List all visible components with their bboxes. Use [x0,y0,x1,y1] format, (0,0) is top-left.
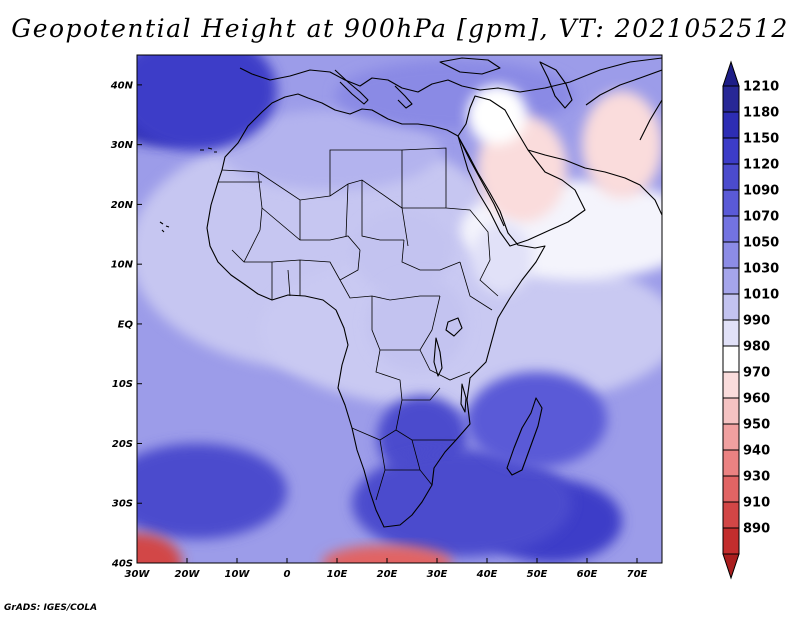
colorbar-swatch [722,319,740,347]
colorbar-swatch [722,163,740,191]
colorbar-label: 1030 [743,262,779,277]
lat-tick-label: 20S [112,439,133,450]
low-center-2 [467,84,527,145]
lon-tick-label: 70E [627,569,648,580]
high-center-1 [137,55,277,151]
colorbar-top-arrow [722,60,740,87]
colorbar-swatch [722,345,740,373]
colorbar-label: 1070 [743,210,779,225]
lat-tick-label: 40N [110,80,134,91]
colorbar-swatch [722,267,740,295]
colorbar-label: 910 [743,496,770,511]
lon-tick-label: 50E [527,569,548,580]
colorbar: 1210 1180 1150 1120 1090 1070 1050 1030 1010 990 9… [722,60,779,580]
colorbar-swatch [722,397,740,425]
colorbar-label: 890 [743,522,770,537]
colorbar-label: 1180 [743,106,779,121]
red-sea-coast [459,139,505,227]
colorbar-swatch [722,527,740,555]
greece-coastline [394,85,413,109]
lat-tick-label: 40S [111,559,133,570]
lon-tick-label: 20E [377,569,398,580]
italy-coastline [334,69,369,105]
lake-malawi [460,383,467,413]
colorbar-label: 940 [743,444,770,459]
colorbar-label: 1210 [743,80,779,95]
low-center-4 [352,210,452,295]
lake-victoria [445,317,463,337]
colorbar-label: 930 [743,470,770,485]
colorbar-swatch [722,501,740,529]
low-center-3 [472,222,532,295]
europe-coastline [239,57,662,93]
lat-tick-label: 10N [111,260,134,271]
lon-tick-label: 0 [284,569,291,580]
madagascar-coastline [506,397,543,476]
coastline-layer [159,57,662,528]
low-center-6 [137,533,182,563]
colorbar-swatch [722,189,740,217]
colorbar-label: 1090 [743,184,779,199]
plot-frame [136,54,663,564]
lon-tick-label: 30W [125,569,151,580]
colorbar-label: 980 [743,340,770,355]
colorbar-swatch [722,215,740,243]
grads-credit: GrADS: IGES/COLA [4,603,98,613]
field-layer [137,55,662,563]
border-layer [218,147,499,501]
colorbar-bottom-arrow [722,553,740,580]
colorbar-label: 1050 [743,236,779,251]
colorbar-swatch [722,85,740,113]
colorbar-swatch [722,111,740,139]
low-center-1 [582,90,662,199]
colorbar-label: 1150 [743,132,779,147]
lon-tick-label: 20W [175,569,201,580]
colorbar-swatch [722,371,740,399]
asia-coastline [527,69,662,216]
caspian-coastline [539,61,573,109]
lake-tanganyika [433,337,443,377]
lon-tick-label: 60E [577,569,598,580]
lat-tick-label: EQ [118,319,134,330]
country-borders [218,147,499,501]
colorbar-label: 1120 [743,158,779,173]
colorbar-swatch [722,475,740,503]
cape-verde [159,221,170,233]
colorbar-label: 970 [743,366,770,381]
lon-tick-label: 10W [225,569,251,580]
map-title: Geopotential Height at 900hPa [gpm], VT:… [11,14,789,43]
colorbar-label: 950 [743,418,770,433]
lat-tick-label: 30N [111,140,134,151]
black-sea-coastline [439,57,501,75]
colorbar-swatch [722,449,740,477]
low-center-5 [367,276,467,372]
arabia-coastline [457,95,586,247]
high-center-5 [352,449,572,558]
colorbar-swatch [722,137,740,165]
lat-tick-label: 10S [112,379,133,390]
africa-coastline [206,93,546,528]
lon-tick-label: 30E [427,569,448,580]
colorbar-swatch [722,241,740,269]
colorbar-swatch [722,293,740,321]
low-center-7 [322,545,452,563]
high-center-4 [137,443,287,540]
colorbar-swatch [722,423,740,451]
lat-tick-label: 20N [111,200,134,211]
lon-tick-label: 10E [327,569,348,580]
colorbar-label: 960 [743,392,770,407]
canary-islands [200,147,217,153]
lat-tick-label: 30S [112,499,133,510]
lon-tick-label: 40E [476,569,498,580]
colorbar-label: 990 [743,314,770,329]
colorbar-label: 1010 [743,288,779,303]
high-center-6 [467,371,607,468]
